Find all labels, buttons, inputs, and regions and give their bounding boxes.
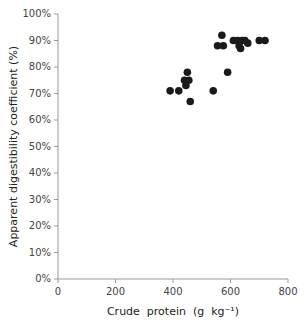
x-axis-label: Crude protein (g kg⁻¹) [107,305,239,318]
x-tick [288,279,289,283]
x-tick [173,279,174,283]
chart-container: 0% 10% 20% 30% 40% 50% 60% 70% 80% 90% 100% 0 200 400… [0,0,304,323]
scatter-point [175,87,183,95]
y-tick [54,120,58,121]
y-tick-label: 60% [29,114,51,125]
scatter-point [224,69,232,77]
scatter-point [185,76,193,84]
scatter-point [209,87,217,95]
y-tick-label: 100% [22,8,51,19]
y-tick [54,146,58,147]
y-tick-label: 40% [29,167,51,178]
y-tick [54,199,58,200]
chart-svg: 0% 10% 20% 30% 40% 50% 60% 70% 80% 90% 100% 0 200 400… [0,0,304,323]
scatter-point [184,69,192,77]
axes: 0% 10% 20% 30% 40% 50% 60% 70% 80% 90% 100% 0 200 400… [22,8,297,297]
points [166,31,268,105]
x-tick-label: 600 [221,286,240,297]
y-tick-label: 70% [29,88,51,99]
y-tick [54,40,58,41]
x-tick-label: 800 [278,286,297,297]
y-tick [54,279,58,280]
y-tick [54,173,58,174]
scatter-point [220,42,228,50]
x-tick-label: 0 [55,286,61,297]
y-tick-label: 80% [29,61,51,72]
y-tick [54,67,58,68]
scatter-point [218,31,226,39]
y-tick-label: 90% [29,35,51,46]
x-tick-label: 200 [106,286,125,297]
scatter-point [166,87,174,95]
x-tick-label: 400 [163,286,182,297]
y-tick-label: 50% [29,141,51,152]
scatter-point [244,39,252,47]
y-tick [54,93,58,94]
x-tick [58,279,59,283]
y-tick [54,252,58,253]
y-tick [54,226,58,227]
y-tick-label: 10% [29,247,51,258]
y-tick [54,14,58,15]
scatter-point [237,45,245,53]
y-tick-label: 30% [29,194,51,205]
x-tick [230,279,231,283]
scatter-point [261,37,269,45]
scatter-point [186,98,194,106]
y-axis-label: Apparent digestibility coefficient (%) [7,46,20,247]
x-tick [115,279,116,283]
y-tick-label: 20% [29,220,51,231]
y-tick-label: 0% [35,273,51,284]
